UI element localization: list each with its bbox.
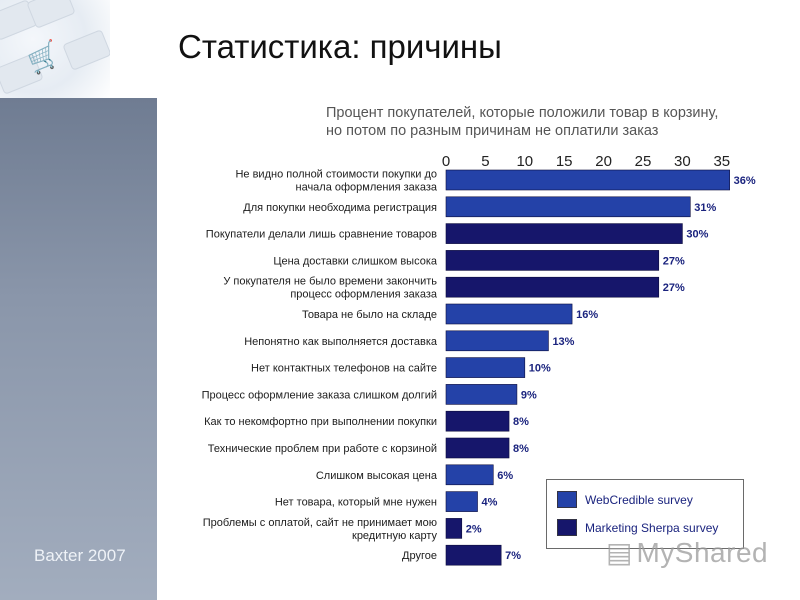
bar-value-label: 27% [663,255,685,267]
legend-label: Marketing Sherpa survey [585,520,719,535]
x-tick-label: 10 [516,153,533,170]
x-tick-label: 30 [674,153,691,170]
bar-value-label: 4% [482,497,498,509]
bar [445,303,573,325]
bar-value-label: 16% [576,309,598,321]
category-label: Нет товара, который мне нужен [275,497,437,509]
legend-item-marketing-sherpa: Marketing Sherpa survey [557,519,718,536]
bar-value-label: 36% [734,175,756,187]
category-label: Не видно полной стоимости покупки до [235,169,437,181]
legend-label: WebCredible survey [585,492,693,507]
chart-title-line: Процент покупателей, которые положили то… [326,105,719,121]
bar [445,491,478,512]
category-label: процесс оформления заказа [290,289,438,301]
bar-value-label: 7% [505,550,521,562]
chart-legend: WebCredible survey Marketing Sherpa surv… [546,479,744,549]
bar-value-label: 31% [694,202,716,214]
bar [445,250,660,271]
sidebar-credit: Baxter 2007 [34,546,126,565]
bar-value-label: 30% [686,229,708,241]
category-label: начала оформления заказа [296,182,438,194]
category-label: Непонятно как выполняется доставка [244,336,438,348]
bar-value-label: 13% [552,336,574,348]
bar-value-label: 6% [497,470,513,482]
bar [445,196,691,218]
bar [445,410,510,432]
category-label: Слишком высокая цена [316,470,438,482]
chart-title: Процент покупателей, которые положили то… [326,104,718,140]
page-title: Статистика: причины [178,28,502,65]
x-tick-label: 35 [713,153,730,170]
category-label: Как то некомфортно при выполнении покупк… [204,416,437,428]
bar-value-label: 27% [663,282,685,294]
bar-value-label: 2% [466,523,482,535]
category-label: Для покупки необходима регистрация [243,202,437,214]
watermark-text: MyShared [636,536,769,568]
bar [445,276,660,298]
bar [445,357,526,378]
bar [445,464,494,486]
x-tick-label: 15 [556,153,573,170]
corner-decoration: 🛒 [0,0,110,98]
bar [445,223,683,244]
bar [445,544,502,566]
category-label: Нет контактных телефонов на сайте [251,363,437,375]
bar [445,384,518,405]
bar [445,169,730,191]
category-label: кредитную карту [352,530,437,542]
presentation-icon: ▤ [606,537,633,568]
x-tick-label: 20 [595,153,612,170]
category-label: У покупателя не было времени закончить [223,276,437,288]
category-label: Другое [402,550,437,562]
category-label: Процесс оформление заказа слишком долгий [202,389,437,401]
legend-swatch [557,519,577,536]
bar-value-label: 10% [529,363,551,375]
category-label: Покупатели делали лишь сравнение товаров [206,229,437,241]
legend-item-webcredible: WebCredible survey [557,491,693,508]
bar-value-label: 8% [513,443,529,455]
bar-value-label: 8% [513,416,529,428]
bar [445,330,549,352]
category-label: Цена доставки слишком высока [273,255,438,267]
legend-swatch [557,491,577,508]
chart-title-line: но потом по разным причинам не оплатили … [326,123,659,139]
sidebar-panel [0,98,157,600]
category-label: Товара не было на складе [302,309,437,321]
x-tick-label: 5 [481,153,489,170]
x-tick-label: 25 [635,153,652,170]
bar [445,437,510,459]
bar [445,518,463,539]
watermark: ▤ MyShared [606,536,768,569]
category-label: Проблемы с оплатой, сайт не принимает мо… [203,517,437,529]
bar-value-label: 9% [521,389,537,401]
x-tick-label: 0 [442,153,450,170]
category-label: Технические проблем при работе с корзино… [208,443,437,455]
